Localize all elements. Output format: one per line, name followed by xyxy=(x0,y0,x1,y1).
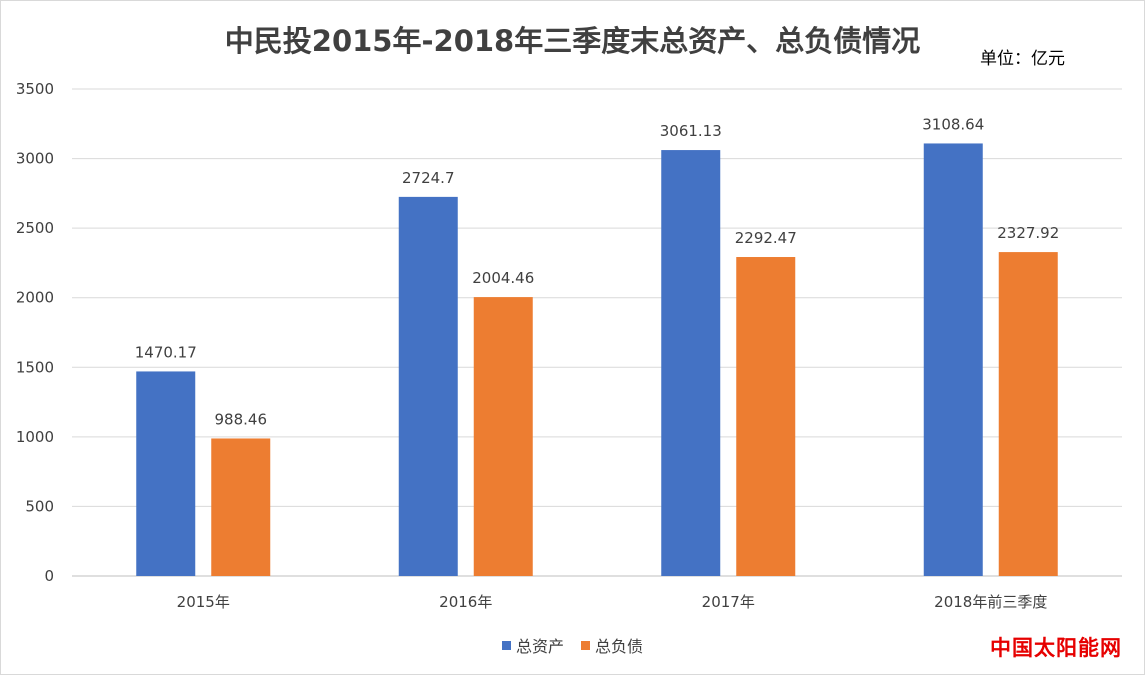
data-label: 2004.46 xyxy=(472,269,534,287)
bar-total-liabilities xyxy=(736,257,796,576)
x-tick-label: 2015年 xyxy=(177,593,230,611)
legend-item-liabilities: 总负债 xyxy=(581,633,643,657)
bar-total-assets xyxy=(398,196,458,577)
y-tick-label: 0 xyxy=(44,567,54,585)
data-label: 1470.17 xyxy=(135,343,197,361)
x-tick-label: 2018年前三季度 xyxy=(934,593,1047,611)
data-label: 2327.92 xyxy=(997,224,1059,242)
legend: 总资产 总负债 xyxy=(0,633,1145,657)
data-label: 3108.64 xyxy=(922,115,984,133)
chart-title: 中民投2015年-2018年三季度末总资产、总负债情况 xyxy=(224,24,921,58)
bar-total-assets xyxy=(923,143,983,576)
bar-total-liabilities xyxy=(211,438,271,576)
y-tick-label: 3500 xyxy=(16,80,54,98)
y-tick-label: 1000 xyxy=(16,428,54,446)
data-label: 2724.7 xyxy=(402,169,455,187)
bar-total-assets xyxy=(661,150,721,577)
x-tick-label: 2016年 xyxy=(439,593,492,611)
data-label: 2292.47 xyxy=(735,229,797,247)
legend-swatch-assets xyxy=(501,640,511,650)
watermark-text: 中国太阳能网 xyxy=(990,636,1122,660)
data-label: 3061.13 xyxy=(660,122,722,140)
legend-swatch-liabilities xyxy=(581,640,591,650)
y-tick-label: 2500 xyxy=(16,219,54,237)
y-tick-label: 500 xyxy=(25,497,54,515)
bar-total-liabilities xyxy=(473,297,533,576)
y-tick-label: 1500 xyxy=(16,358,54,376)
legend-label-liabilities: 总负债 xyxy=(595,637,644,656)
legend-item-assets: 总资产 xyxy=(501,633,564,657)
x-tick-label: 2017年 xyxy=(702,593,755,611)
bar-total-liabilities xyxy=(998,252,1058,577)
data-label: 988.46 xyxy=(215,410,268,428)
unit-label: 单位：亿元 xyxy=(980,49,1065,69)
bar-total-assets xyxy=(136,371,196,576)
legend-label-assets: 总资产 xyxy=(515,637,564,656)
y-tick-label: 2000 xyxy=(16,289,54,307)
y-tick-label: 3000 xyxy=(16,150,54,168)
